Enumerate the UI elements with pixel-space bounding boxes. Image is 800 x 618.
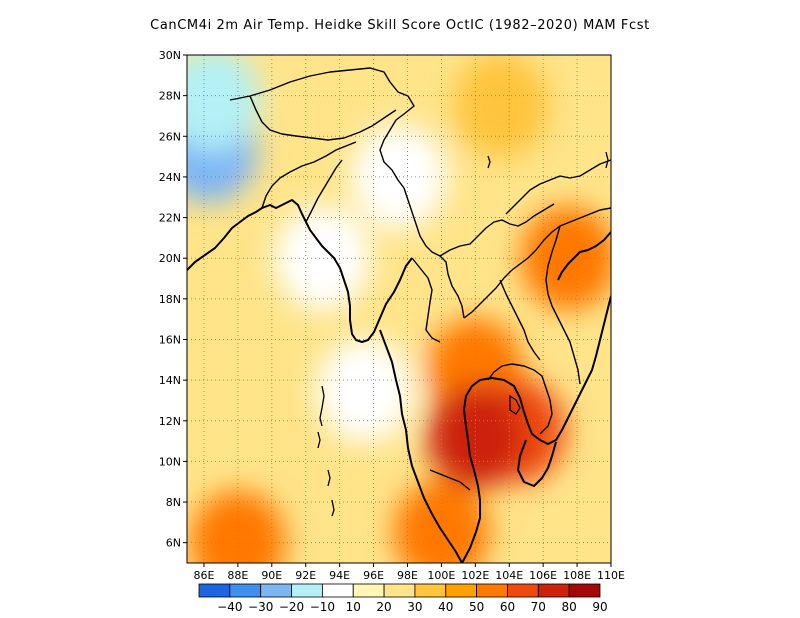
lon-tick-label: 92E xyxy=(295,569,316,582)
skill-zone-1 xyxy=(187,55,261,152)
lon-tick-label: 98E xyxy=(397,569,418,582)
lon-tick-label: 100E xyxy=(427,569,455,582)
plot-frame xyxy=(186,54,612,564)
colorbar-swatch xyxy=(476,583,508,598)
lon-tick-label: 90E xyxy=(261,569,282,582)
skill-field xyxy=(187,55,611,563)
islands xyxy=(317,151,609,517)
lon-tick-label: 102E xyxy=(461,569,489,582)
skill-zone-9 xyxy=(520,206,611,311)
lat-tick-label: 6N xyxy=(166,537,181,550)
lat-tick-label: 30N xyxy=(159,49,181,62)
lon-tick-label: 86E xyxy=(193,569,214,582)
longitude-axis: 86E 88E 90E 92E 94E 96E 98E 100E 102E 104E 106E 108… xyxy=(193,563,625,582)
lat-tick-label: 14N xyxy=(159,374,181,387)
skill-zone-10 xyxy=(393,480,490,563)
colorbar-label: 70 xyxy=(531,600,546,614)
lat-tick-label: 16N xyxy=(159,333,181,346)
lon-tick-label: 88E xyxy=(227,569,248,582)
colorbar-label: 90 xyxy=(592,600,607,614)
skill-zone-5 xyxy=(452,55,549,158)
lon-tick-label: 110E xyxy=(597,569,625,582)
colorbar-label: 30 xyxy=(407,600,422,614)
colorbar-label: −30 xyxy=(248,600,273,614)
colorbar-swatch xyxy=(537,583,570,598)
lon-tick-label: 94E xyxy=(329,569,350,582)
skill-zone-11 xyxy=(189,490,286,563)
colorbar-swatch xyxy=(229,583,262,598)
skill-zone-3 xyxy=(274,206,371,311)
country-borders xyxy=(229,67,611,491)
colorbar-swatch xyxy=(414,583,447,598)
lat-tick-label: 10N xyxy=(159,455,181,468)
lat-tick-label: 22N xyxy=(159,212,181,225)
lat-tick-label: 24N xyxy=(159,171,181,184)
lat-tick-label: 18N xyxy=(159,293,181,306)
colorbar-swatch xyxy=(198,583,231,598)
colorbar-swatch xyxy=(383,583,416,598)
lon-tick-label: 96E xyxy=(363,569,384,582)
lat-tick-label: 26N xyxy=(159,130,181,143)
lon-tick-label: 104E xyxy=(495,569,523,582)
colorbar-label: −10 xyxy=(310,600,335,614)
grid-lines xyxy=(187,55,611,563)
coastlines xyxy=(187,199,611,563)
colorbar-label: 40 xyxy=(438,600,453,614)
colorbar-swatch xyxy=(291,583,323,598)
lat-tick-label: 20N xyxy=(159,252,181,265)
skill-zone-8 xyxy=(427,385,524,490)
colorbar-swatch xyxy=(321,583,354,598)
colorbar-swatch xyxy=(352,583,385,598)
colorbar-swatch xyxy=(507,583,539,598)
colorbar-swatch xyxy=(568,583,601,598)
colorbar-label: 50 xyxy=(469,600,484,614)
colorbar-swatch xyxy=(260,583,292,598)
map-title: CanCM4i 2m Air Temp. Heidke Skill Score … xyxy=(150,18,650,33)
colorbar: −40 −30 −20 −10 10 20 30 40 50 60 70 80 90 xyxy=(198,583,608,614)
colorbar-label: 60 xyxy=(500,600,515,614)
colorbar-label: −20 xyxy=(279,600,304,614)
latitude-axis: 6N 8N 10N 12N 14N 16N 18N 20N 22N 24N 26N 28N 30N xyxy=(159,49,187,550)
lat-tick-label: 8N xyxy=(166,496,181,509)
colorbar-label: 80 xyxy=(562,600,577,614)
colorbar-label: 10 xyxy=(346,600,361,614)
lat-tick-label: 12N xyxy=(159,415,181,428)
lat-tick-label: 28N xyxy=(159,90,181,103)
lon-tick-label: 108E xyxy=(563,569,591,582)
colorbar-swatch xyxy=(445,583,478,598)
colorbar-label: −40 xyxy=(217,600,242,614)
colorbar-label: 20 xyxy=(376,600,391,614)
lon-tick-label: 106E xyxy=(529,569,557,582)
skill-zone-2 xyxy=(317,338,414,443)
